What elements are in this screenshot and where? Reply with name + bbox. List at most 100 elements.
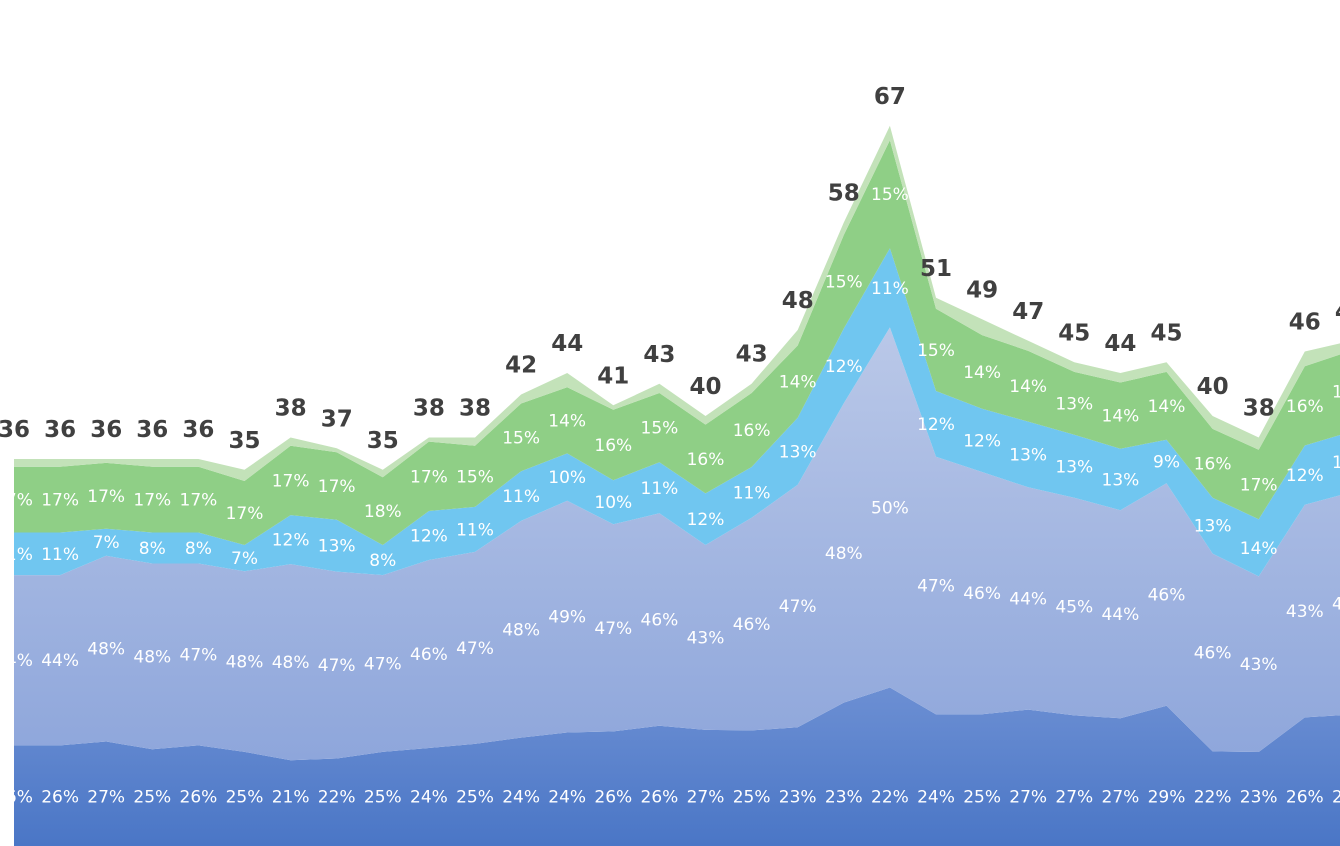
- data-label-series-1: 22%: [871, 788, 909, 808]
- area-series-1: [14, 687, 1340, 846]
- data-label-series-2: 43%: [687, 629, 725, 649]
- total-label: 44: [551, 331, 583, 357]
- data-label-series-3: 13%: [318, 537, 356, 557]
- data-label-series-2: 46%: [410, 645, 448, 665]
- data-label-series-1: 25%: [133, 788, 171, 808]
- data-label-series-3: 8%: [139, 539, 166, 559]
- data-label-series-2: 43%: [1286, 602, 1324, 622]
- data-label-series-2: 47%: [456, 639, 494, 659]
- data-label-series-3: 10%: [548, 468, 586, 488]
- data-label-series-3: 9%: [1153, 452, 1180, 472]
- data-label-series-2: 48%: [825, 544, 863, 564]
- data-label-series-1: 26%: [594, 788, 632, 808]
- data-label-series-4: 18%: [364, 502, 402, 522]
- total-labels: 36 36 36 36 36 35 38 37 35 38 38 42 44 41 43 40 43 48 58 67…: [0, 84, 1340, 454]
- data-label-series-3: 12%: [687, 510, 725, 530]
- data-label-series-4: 17%: [180, 491, 218, 511]
- data-label-series-3: 13%: [1102, 470, 1140, 490]
- total-label: 58: [828, 181, 860, 207]
- data-label-series-2: 48%: [87, 640, 125, 660]
- data-label-series-2: 46%: [641, 611, 679, 631]
- total-label: 38: [1243, 396, 1275, 422]
- area-series-2: [14, 327, 1340, 761]
- data-label-series-3: 11%: [641, 479, 679, 499]
- data-label-series-1: 29%: [1148, 788, 1186, 808]
- data-label-series-4: 16%: [594, 436, 632, 456]
- total-label: 40: [1197, 374, 1229, 400]
- data-label-series-2: 47%: [364, 655, 402, 675]
- data-label-series-4: 13%: [1055, 394, 1093, 414]
- total-label: 67: [874, 84, 906, 110]
- total-label: 49: [966, 277, 998, 303]
- data-label-series-3: 11%: [871, 279, 909, 299]
- data-label-series-1: 26%: [0, 788, 33, 808]
- total-label: 36: [136, 417, 168, 443]
- total-label: 43: [643, 342, 675, 368]
- data-label-series-1: 25%: [733, 788, 771, 808]
- data-label-series-2: 46%: [963, 584, 1001, 604]
- data-label-series-3: 11%: [456, 520, 494, 540]
- data-label-series-1: 24%: [410, 788, 448, 808]
- total-label: 47: [1335, 299, 1340, 325]
- data-label-series-2: 43%: [1240, 655, 1278, 675]
- total-label: 42: [505, 353, 537, 379]
- data-label-series-1: 25%: [963, 788, 1001, 808]
- data-label-series-3: 11%: [733, 483, 771, 503]
- data-label-series-4: 17%: [318, 477, 356, 497]
- total-label: 38: [275, 396, 307, 422]
- data-label-series-1: 27%: [1055, 788, 1093, 808]
- data-label-series-2: 50%: [871, 499, 909, 519]
- data-label-series-1: 26%: [180, 788, 218, 808]
- data-label-series-4: 14%: [1148, 397, 1186, 417]
- total-label: 45: [1150, 320, 1182, 346]
- data-label-series-3: 13%: [1009, 445, 1047, 465]
- total-label: 40: [689, 374, 721, 400]
- data-label-series-4: 14%: [1009, 377, 1047, 397]
- data-label-series-4: 15%: [641, 419, 679, 439]
- data-label-series-1: 24%: [502, 788, 540, 808]
- data-label-series-4: 16%: [687, 450, 725, 470]
- data-label-series-3: 12%: [1286, 466, 1324, 486]
- data-label-series-1: 27%: [687, 788, 725, 808]
- data-label-series-4: 17%: [1240, 476, 1278, 496]
- data-label-series-1: 27%: [1009, 788, 1047, 808]
- data-label-series-4: 17%: [41, 491, 79, 511]
- data-label-series-1: 22%: [318, 788, 356, 808]
- data-label-series-2: 49%: [548, 608, 586, 628]
- area-series-4: [14, 140, 1340, 545]
- data-label-series-1: 23%: [779, 788, 817, 808]
- data-label-series-3: 10%: [594, 493, 632, 513]
- data-label-series-4: 14%: [1102, 407, 1140, 427]
- data-label-series-2: 45%: [1055, 598, 1093, 618]
- total-label: 47: [1012, 299, 1044, 325]
- data-label-series-1: 25%: [364, 788, 402, 808]
- data-label-series-4: 15%: [917, 341, 955, 361]
- total-label: 45: [1058, 320, 1090, 346]
- data-label-series-2: 47%: [779, 597, 817, 617]
- data-label-series-2: 48%: [272, 653, 310, 673]
- data-label-series-3: 12%: [917, 415, 955, 435]
- data-label-series-4: 14%: [779, 373, 817, 393]
- data-label-series-3: 13%: [779, 442, 817, 462]
- data-label-series-3: 12%: [410, 527, 448, 547]
- data-label-series-2: 47%: [180, 645, 218, 665]
- data-label-series-4: 15%: [502, 428, 540, 448]
- data-label-series-4: 17%: [410, 467, 448, 487]
- total-label: 35: [367, 428, 399, 454]
- data-label-series-1: 26%: [1332, 788, 1340, 808]
- data-label-series-3: 12%: [825, 357, 863, 377]
- data-label-series-3: 12%: [1332, 453, 1340, 473]
- data-label-series-3: 12%: [272, 531, 310, 551]
- data-label-series-2: 48%: [226, 653, 264, 673]
- data-label-series-1: 23%: [825, 788, 863, 808]
- total-label: 43: [736, 342, 768, 368]
- data-label-series-4: 17%: [133, 491, 171, 511]
- data-label-series-1: 22%: [1194, 788, 1232, 808]
- data-label-series-4: 16%: [1194, 454, 1232, 474]
- data-label-series-3: 11%: [41, 545, 79, 565]
- total-label: 36: [0, 417, 30, 443]
- data-label-series-1: 23%: [1240, 788, 1278, 808]
- data-label-series-2: 47%: [318, 656, 356, 676]
- data-label-series-2: 48%: [133, 647, 171, 667]
